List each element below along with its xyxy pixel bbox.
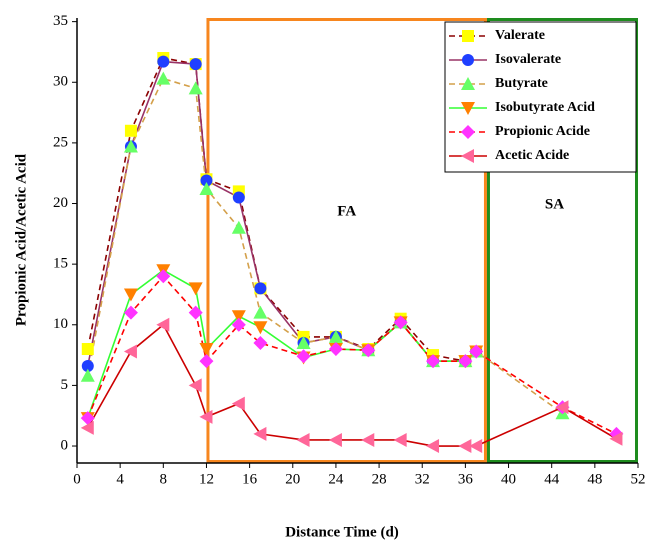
region-box [206, 18, 487, 463]
legend-label: Isovalerate [495, 52, 561, 67]
data-point [296, 335, 311, 349]
data-point [123, 344, 137, 359]
data-point [123, 139, 138, 153]
legend-marker [462, 54, 474, 66]
legend-label: Propionic Acide [495, 124, 590, 139]
data-point [458, 439, 472, 454]
data-point [555, 400, 569, 415]
data-point [200, 174, 213, 187]
data-point [156, 71, 171, 85]
y-tick-label: 20 [53, 195, 68, 211]
data-point [199, 343, 214, 357]
x-tick-label: 0 [73, 471, 81, 487]
legend-label: Acetic Acide [495, 148, 569, 163]
y-tick-label: 25 [53, 134, 68, 150]
data-point [253, 321, 268, 335]
region-label: FA [337, 203, 356, 219]
data-point [253, 426, 267, 441]
x-tick-label: 12 [199, 471, 214, 487]
region-label: SA [545, 196, 564, 212]
data-point [254, 282, 267, 295]
data-point [469, 344, 484, 359]
data-point [81, 343, 94, 356]
x-tick-label: 48 [587, 471, 602, 487]
y-tick-label: 30 [53, 74, 68, 90]
legend-marker [461, 102, 475, 115]
legend-label: Butyrate [495, 76, 548, 91]
y-axis-title: Propionic Acid/Acetic Acid [13, 153, 29, 326]
data-point [123, 305, 138, 320]
legend-marker [461, 77, 475, 90]
x-tick-label: 36 [458, 471, 474, 487]
legend-label: Valerate [495, 28, 545, 43]
y-tick-label: 15 [53, 256, 68, 272]
data-point [199, 354, 214, 369]
data-point [231, 220, 246, 234]
data-point [253, 335, 268, 350]
data-point [469, 439, 483, 454]
data-point [296, 349, 311, 364]
data-point [80, 420, 94, 435]
data-point [609, 431, 623, 446]
data-point [328, 342, 343, 357]
x-axis-title: Distance Time (d) [285, 524, 399, 540]
data-point [80, 368, 95, 382]
x-tick-label: 32 [415, 471, 430, 487]
data-point [189, 58, 202, 71]
data-point [232, 191, 245, 204]
data-point [393, 315, 408, 330]
data-point [231, 396, 245, 411]
data-point [361, 432, 375, 447]
region-box [486, 18, 639, 463]
legend-marker [461, 125, 475, 139]
legend-marker [461, 149, 474, 163]
data-point [188, 81, 203, 95]
data-point [156, 317, 170, 332]
data-point [231, 317, 246, 332]
x-tick-label: 52 [631, 471, 646, 487]
data-point [361, 343, 376, 358]
data-point [458, 354, 473, 369]
data-point [393, 432, 407, 447]
data-point [157, 55, 170, 68]
series-line [87, 60, 477, 367]
series-line [87, 57, 477, 363]
data-point [426, 439, 440, 454]
data-point [188, 282, 203, 296]
series-line [87, 269, 477, 419]
data-point [188, 378, 202, 393]
data-point [199, 181, 214, 195]
y-tick-label: 10 [53, 316, 68, 332]
data-point [426, 354, 441, 369]
data-point [296, 432, 310, 447]
legend-label: Isobutyrate Acid [495, 100, 595, 115]
x-tick-label: 20 [285, 471, 300, 487]
data-point [123, 288, 138, 302]
data-point [328, 432, 342, 447]
data-point [231, 310, 246, 324]
data-point [156, 269, 171, 284]
x-tick-label: 4 [116, 471, 124, 487]
x-tick-label: 28 [372, 471, 387, 487]
data-point [124, 124, 137, 137]
y-tick-label: 5 [61, 377, 69, 393]
data-point [253, 305, 268, 319]
y-tick-label: 0 [61, 437, 69, 453]
legend-marker [462, 30, 474, 42]
legend-box [444, 21, 637, 173]
series-line [87, 275, 617, 435]
x-tick-label: 16 [242, 471, 258, 487]
x-tick-label: 24 [328, 471, 344, 487]
data-point [188, 305, 203, 320]
y-tick-label: 35 [53, 13, 68, 29]
data-point [81, 359, 94, 372]
data-point [199, 409, 213, 424]
x-tick-label: 44 [544, 471, 560, 487]
data-point [80, 411, 95, 426]
x-tick-label: 8 [160, 471, 168, 487]
x-tick-label: 40 [501, 471, 516, 487]
data-point [328, 329, 343, 343]
